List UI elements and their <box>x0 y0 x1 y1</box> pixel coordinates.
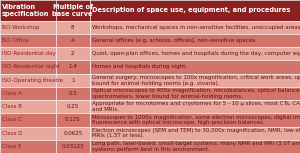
Bar <box>0 21 56 34</box>
Text: Class D: Class D <box>2 131 22 136</box>
Text: 0.25: 0.25 <box>67 104 79 109</box>
Bar <box>56 100 90 113</box>
Bar <box>56 87 90 100</box>
Text: 0.0625: 0.0625 <box>63 131 83 136</box>
Text: Optical microscopes to 400x magnification, microbalances, optical balances, mass: Optical microscopes to 400x magnificatio… <box>92 88 300 99</box>
Bar <box>56 0 90 21</box>
Bar <box>0 60 56 74</box>
Text: 0.03125: 0.03125 <box>61 144 84 149</box>
Bar <box>90 113 300 127</box>
Text: 0.125: 0.125 <box>65 117 81 122</box>
Bar <box>90 87 300 100</box>
Bar <box>56 47 90 60</box>
Text: 4: 4 <box>71 38 74 43</box>
Bar <box>90 60 300 74</box>
Text: Description of space use, equipment, and procedures: Description of space use, equipment, and… <box>92 7 290 13</box>
Bar <box>0 0 56 21</box>
Text: General surgery, microscopes to 100x magnification, critical work areas, upper
b: General surgery, microscopes to 100x mag… <box>92 75 300 86</box>
Bar <box>90 127 300 140</box>
Text: Appropriate for microtomes and cryotomes for 5 - 10 μ slices, most CTs, CATs, PE: Appropriate for microtomes and cryotomes… <box>92 101 300 112</box>
Bar <box>56 21 90 34</box>
Text: Class B: Class B <box>2 104 22 109</box>
Bar <box>56 113 90 127</box>
Bar <box>90 100 300 113</box>
Bar <box>90 140 300 153</box>
Bar <box>0 127 56 140</box>
Text: 0.5: 0.5 <box>68 91 77 96</box>
Text: Long path, laser-based, small-target systems, many NMR and MRI (3.0T and higher): Long path, laser-based, small-target sys… <box>92 141 300 152</box>
Text: 1.4: 1.4 <box>68 64 77 69</box>
Bar <box>0 47 56 60</box>
Bar <box>90 34 300 47</box>
Bar <box>0 34 56 47</box>
Text: Class A: Class A <box>2 91 22 96</box>
Bar <box>0 100 56 113</box>
Bar <box>56 34 90 47</box>
Text: ISO-Residential day: ISO-Residential day <box>2 51 55 56</box>
Text: General offices (e.g. schools, offices), non-sensitive spaces.: General offices (e.g. schools, offices),… <box>92 38 256 43</box>
Bar <box>90 21 300 34</box>
Text: Class E: Class E <box>2 144 21 149</box>
Text: 8: 8 <box>71 25 74 30</box>
Bar <box>0 87 56 100</box>
Bar <box>0 113 56 127</box>
Text: Multiple of
base curve: Multiple of base curve <box>52 4 93 17</box>
Bar <box>0 140 56 153</box>
Text: Vibration
specification: Vibration specification <box>2 4 49 17</box>
Bar <box>56 140 90 153</box>
Text: Microscopes to 1000x magnification, some electron microscopes, digital imaging/
: Microscopes to 1000x magnification, some… <box>92 115 300 125</box>
Bar <box>0 74 56 87</box>
Text: ISO-Residential night: ISO-Residential night <box>2 64 59 69</box>
Text: Electron microscopes (SEM and TEM) to 30,000x magnification, NMR, low-strength
M: Electron microscopes (SEM and TEM) to 30… <box>92 128 300 138</box>
Text: ISO-Operating theatre: ISO-Operating theatre <box>2 78 63 83</box>
Text: Class C: Class C <box>2 117 22 122</box>
Bar <box>90 47 300 60</box>
Text: Quiet, open-plan offices, homes and hospitals during the day, computer equipment: Quiet, open-plan offices, homes and hosp… <box>92 51 300 56</box>
Text: Workshops, mechanical spaces in non-sensitive facilities, unoccupied areas.: Workshops, mechanical spaces in non-sens… <box>92 25 300 30</box>
Text: ISO-Workshop: ISO-Workshop <box>2 25 40 30</box>
Bar <box>56 74 90 87</box>
Bar <box>56 60 90 74</box>
Bar <box>56 127 90 140</box>
Text: 2: 2 <box>71 51 74 56</box>
Text: ISO-Office: ISO-Office <box>2 38 29 43</box>
Text: Homes and hospitals during night.: Homes and hospitals during night. <box>92 64 187 69</box>
Bar <box>90 74 300 87</box>
Text: 1: 1 <box>71 78 74 83</box>
Bar <box>90 0 300 21</box>
